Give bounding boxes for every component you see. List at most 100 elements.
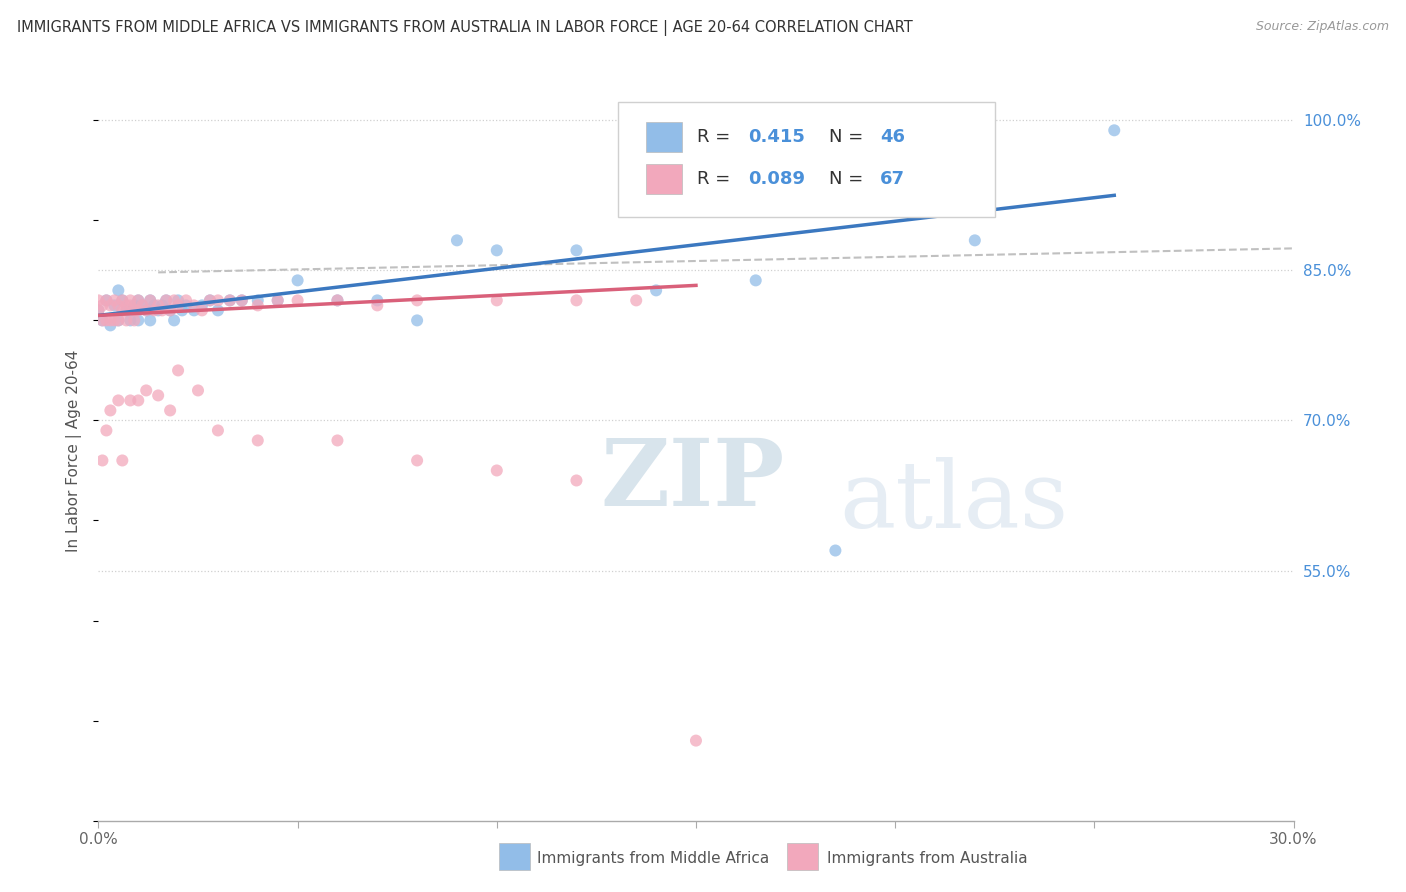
Point — [824, 543, 846, 558]
Point — [198, 293, 221, 308]
Point — [406, 453, 429, 467]
Point — [231, 293, 253, 308]
Point — [207, 303, 229, 318]
Point — [115, 313, 138, 327]
Point — [103, 313, 125, 327]
Point — [131, 298, 153, 312]
FancyBboxPatch shape — [645, 164, 682, 194]
Point — [87, 303, 110, 318]
Text: R =: R = — [697, 128, 737, 146]
Text: 0.415: 0.415 — [748, 128, 806, 146]
Point — [107, 298, 129, 312]
Point — [267, 293, 290, 308]
Point — [115, 298, 138, 312]
Point — [111, 453, 134, 467]
Point — [107, 313, 129, 327]
Point — [645, 284, 668, 298]
Point — [287, 293, 309, 308]
Point — [219, 293, 242, 308]
Point — [745, 273, 768, 287]
Text: R =: R = — [697, 169, 737, 187]
Text: IMMIGRANTS FROM MIDDLE AFRICA VS IMMIGRANTS FROM AUSTRALIA IN LABOR FORCE | AGE : IMMIGRANTS FROM MIDDLE AFRICA VS IMMIGRA… — [17, 20, 912, 36]
Point — [91, 453, 114, 467]
Point — [167, 363, 190, 377]
Point — [565, 474, 588, 488]
Y-axis label: In Labor Force | Age 20-64: In Labor Force | Age 20-64 — [66, 350, 83, 551]
Point — [485, 463, 508, 477]
Point — [406, 293, 429, 308]
Text: Immigrants from Middle Africa: Immigrants from Middle Africa — [537, 851, 769, 865]
Point — [207, 424, 229, 438]
Point — [98, 403, 122, 417]
Point — [139, 293, 162, 308]
Point — [565, 293, 588, 308]
Point — [107, 284, 129, 298]
Text: Source: ZipAtlas.com: Source: ZipAtlas.com — [1256, 20, 1389, 33]
Point — [96, 424, 118, 438]
Text: 0.089: 0.089 — [748, 169, 806, 187]
Text: Immigrants from Australia: Immigrants from Australia — [827, 851, 1028, 865]
Point — [326, 434, 349, 448]
Text: ZIP: ZIP — [600, 435, 785, 525]
Point — [135, 384, 157, 398]
Point — [685, 733, 707, 747]
Point — [124, 303, 146, 318]
Point — [98, 298, 122, 312]
Point — [127, 293, 149, 308]
Point — [366, 298, 388, 312]
Point — [120, 298, 142, 312]
Point — [406, 313, 429, 327]
Point — [131, 298, 153, 312]
Text: N =: N = — [828, 128, 869, 146]
Point — [120, 293, 142, 308]
Point — [148, 303, 170, 318]
Point — [96, 293, 118, 308]
Point — [167, 293, 190, 308]
Point — [124, 298, 146, 312]
Point — [191, 298, 214, 312]
Point — [115, 303, 138, 318]
Text: 67: 67 — [880, 169, 905, 187]
Point — [127, 393, 149, 408]
Point — [167, 298, 190, 312]
Point — [485, 293, 508, 308]
Point — [267, 293, 290, 308]
Point — [219, 293, 242, 308]
Point — [98, 313, 122, 327]
Point — [159, 303, 181, 318]
Point — [124, 313, 146, 327]
Point — [120, 393, 142, 408]
Point — [287, 273, 309, 287]
Text: 46: 46 — [880, 128, 905, 146]
Point — [366, 293, 388, 308]
Text: N =: N = — [828, 169, 869, 187]
Point — [111, 303, 134, 318]
Point — [174, 293, 197, 308]
Text: atlas: atlas — [839, 458, 1069, 548]
Point — [96, 313, 118, 327]
Point — [246, 293, 269, 308]
Point — [87, 303, 110, 318]
Point — [163, 313, 186, 327]
Point — [1104, 123, 1126, 137]
Point — [120, 313, 142, 327]
Point — [111, 293, 134, 308]
Point — [107, 313, 129, 327]
Point — [155, 293, 177, 308]
Point — [91, 313, 114, 327]
Point — [326, 293, 349, 308]
Point — [207, 293, 229, 308]
Point — [148, 298, 170, 312]
Point — [135, 303, 157, 318]
Point — [103, 293, 125, 308]
Point — [155, 293, 177, 308]
Point — [187, 384, 209, 398]
Point — [231, 293, 253, 308]
Point — [485, 244, 508, 258]
Point — [198, 293, 221, 308]
Point — [183, 298, 205, 312]
Point — [626, 293, 648, 308]
Point — [150, 303, 173, 318]
Point — [139, 313, 162, 327]
Point — [127, 313, 149, 327]
